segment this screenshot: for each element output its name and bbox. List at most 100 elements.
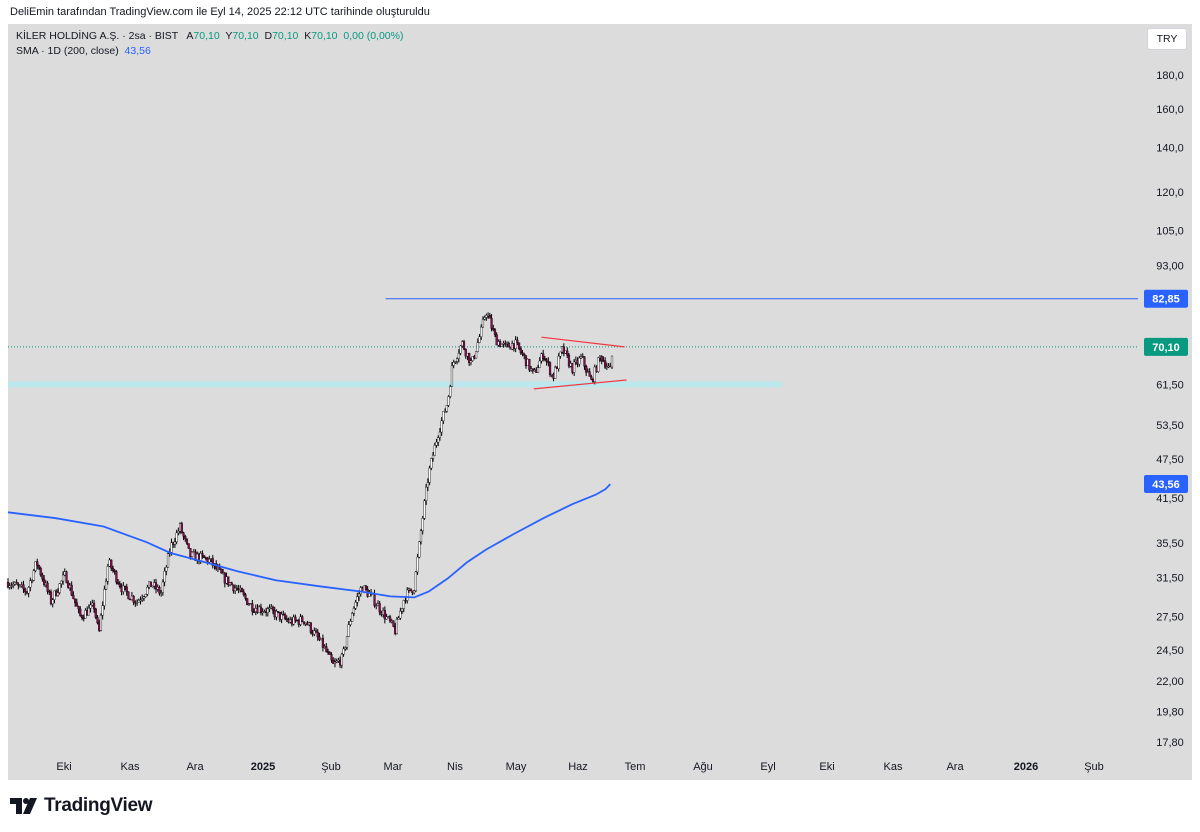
candle-body [476,342,479,352]
x-tick-label: Tem [625,761,646,773]
y-tick-label: 120,0 [1156,187,1184,199]
candle-body [437,437,440,443]
candle-body [99,614,103,631]
close-label: K [304,30,312,42]
y-tick-label: 24,50 [1156,645,1184,657]
symbol-name[interactable]: KİLER HOLDİNG A.Ş. · 2sa · BIST [16,30,179,42]
x-tick-label: Şub [321,761,341,773]
candle-body [500,344,503,347]
y-tick-label: 61,50 [1156,380,1184,392]
candle-body [397,617,400,620]
candle-body [230,582,233,586]
candle-body [542,353,545,359]
candle-body [378,603,381,613]
candle-body [480,326,483,337]
triangle-upper-line [541,336,625,348]
open-value: 70,10 [193,30,220,42]
candle-body [15,582,18,585]
candle-body [177,531,180,534]
candle-body [75,602,78,607]
candle-body [80,615,84,619]
high-label: Y [225,30,233,42]
candle-body [37,565,41,569]
candle-body [593,366,596,382]
x-tick-label: 2026 [1014,761,1038,773]
candle-body [585,365,588,373]
candle-body [32,570,35,581]
candle-body [309,622,312,633]
candle-body [58,583,61,593]
candle-body [356,596,359,603]
candle-body [536,367,540,373]
candle-body [92,602,96,610]
candle-body [115,571,118,583]
candle-body [218,567,221,570]
candle-body [135,601,139,604]
sma-label[interactable]: SMA · 1D (200, close) [16,45,119,57]
candle-body [330,654,333,661]
candle-body [173,541,177,545]
candle-body [364,585,368,590]
sma-line [7,483,611,599]
candle-body [354,602,357,609]
low-label: D [264,30,273,42]
candle-body [165,567,168,572]
candle-body [495,334,498,346]
candle-body [56,592,60,596]
candle-body [447,396,450,406]
candle-body [426,482,429,488]
candle-body [106,566,109,582]
candle-body [142,596,146,599]
x-tick-label: Ağu [693,761,713,773]
candle-body [332,659,335,664]
candle-body [294,616,297,621]
price-label-box-last [1144,337,1188,356]
candle-body [65,571,68,584]
currency-button[interactable]: TRY [1147,28,1187,50]
candle-body [471,356,474,361]
candle-body [328,652,331,655]
candle-body [12,584,15,586]
y-tick-label: 19,80 [1156,706,1184,718]
candle-body [251,603,254,612]
tradingview-logo[interactable]: TradingView [10,795,153,817]
candle-body [280,613,283,620]
candle-body [301,616,304,622]
candle-body [170,542,173,553]
candle-body [573,361,576,373]
price-label-sma: 43,56 [1152,479,1180,491]
candle-body [583,356,586,367]
change-value: 0,00 (0,00%) [343,30,404,42]
x-tick-label: Ara [946,761,964,773]
candle-body [41,574,44,580]
candle-body [166,553,170,568]
candle-body [469,360,472,364]
x-tick-label: Eki [56,761,71,773]
candle-body [340,653,343,666]
candle-body [442,411,445,421]
candle-body [110,559,113,569]
candle-body [373,593,376,606]
sma-legend: SMA · 1D (200, close) 43,56 [16,45,151,57]
candle-body [72,594,75,599]
y-tick-label: 53,50 [1156,420,1184,432]
candle-body [483,317,486,320]
candle-body [521,352,524,355]
candle-body [283,614,287,619]
candle-body [430,458,433,469]
candle-body [443,411,447,413]
chart-area[interactable] [8,24,1192,780]
candle-body [588,371,591,377]
candle-body [516,339,519,343]
x-tick-label: Ara [186,761,204,773]
candle-body [519,348,522,353]
candle-body [352,607,355,614]
candle-body [158,587,161,594]
attribution-text: DeliEmin tarafından TradingView.com ile … [10,6,430,18]
candle-body [452,362,455,366]
candle-body [127,591,130,600]
candle-body [123,585,127,588]
candle-body [590,376,593,380]
candle-body [517,342,521,349]
